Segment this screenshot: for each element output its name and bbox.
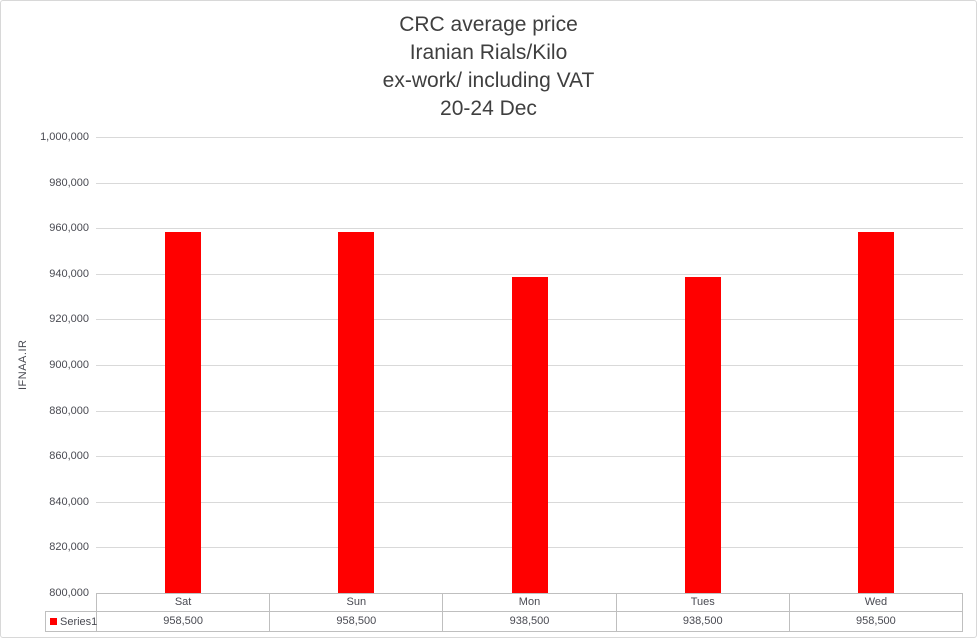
category-cell-wed: Wed: [788, 594, 962, 611]
y-tick-label: 880,000: [49, 404, 89, 417]
y-axis-tick-labels: 1,000,000 980,000 960,000 940,000 920,000 900…: [1, 131, 89, 599]
y-tick-label: 980,000: [49, 176, 89, 189]
legend-cell: Series1: [45, 611, 98, 632]
category-row: Sat Sun Mon Tues Wed: [96, 593, 963, 611]
y-tick-label: 860,000: [49, 450, 89, 463]
value-cell-sat: 958,500: [96, 612, 269, 631]
value-cell-tues: 938,500: [615, 612, 789, 631]
y-tick-label: 820,000: [49, 541, 89, 554]
y-tick-label: 1,000,000: [40, 131, 89, 143]
value-cell-wed: 958,500: [788, 612, 962, 631]
value-row: 958,500 958,500 938,500 938,500 958,500: [96, 611, 963, 632]
y-tick-label: 920,000: [49, 313, 89, 326]
y-tick-label: 840,000: [49, 495, 89, 508]
bar-wed: [858, 231, 895, 593]
gridline: [96, 273, 963, 275]
category-cell-mon: Mon: [442, 594, 615, 611]
gridline: [96, 228, 963, 230]
y-tick-label: 960,000: [49, 222, 89, 235]
category-cell-sun: Sun: [269, 594, 442, 611]
gridline: [96, 137, 963, 138]
data-table: Sat Sun Mon Tues Wed 958,500 958,500 938,500 93…: [96, 593, 963, 632]
chart-title-line-3: ex-work/ including VAT: [382, 69, 595, 92]
chart-title-line-4: 20-24 Dec: [440, 97, 537, 120]
category-cell-tues: Tues: [615, 594, 789, 611]
y-tick-label: 800,000: [49, 587, 89, 599]
chart-title-line-1: CRC average price: [399, 13, 578, 36]
legend-series-label: Series1: [60, 615, 98, 628]
y-tick-label: 940,000: [49, 267, 89, 280]
bar-sun: [338, 231, 375, 593]
bar-tues: [684, 277, 721, 593]
plot-area: [96, 137, 963, 593]
chart-title: CRC average price Iranian Rials/Kilo ex-…: [1, 11, 976, 123]
value-cell-mon: 938,500: [442, 612, 615, 631]
gridline: [96, 182, 963, 184]
chart-title-line-2: Iranian Rials/Kilo: [409, 41, 568, 64]
y-tick-label: 900,000: [49, 359, 89, 371]
bar-sat: [164, 231, 201, 593]
series-marker-icon: [50, 618, 57, 625]
bar-mon: [511, 277, 548, 593]
category-cell-sat: Sat: [96, 594, 269, 611]
value-cell-sun: 958,500: [269, 612, 442, 631]
